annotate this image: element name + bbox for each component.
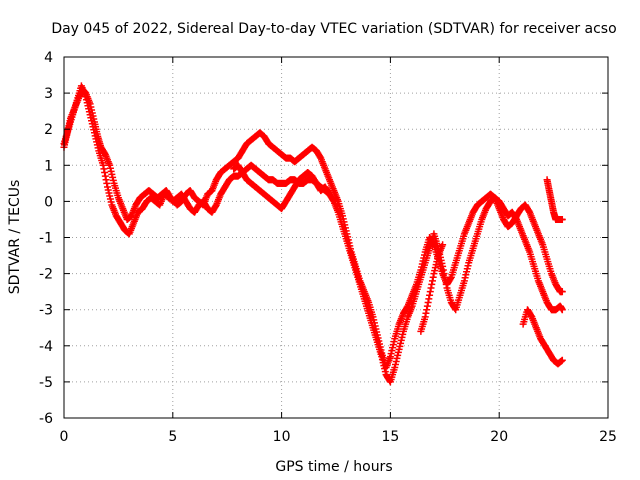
chart-title: Day 045 of 2022, Sidereal Day-to-day VTE… (51, 21, 616, 37)
data-point (558, 215, 566, 223)
y-axis-label: SDTVAR / TECUs (7, 180, 23, 295)
y-tick-label: -2 (39, 267, 53, 283)
data-point (558, 356, 566, 364)
data-series (417, 176, 566, 335)
y-tick-label: -4 (39, 339, 53, 355)
y-tick-label: -3 (39, 303, 53, 319)
y-tick-label: -1 (39, 231, 53, 247)
y-tick-label: -5 (39, 375, 53, 391)
data-point (325, 190, 333, 198)
tick-labels: 0 5 10 15 20 25 -6 -5 -4 -3 -2 -1 0 1 2 3 4 (39, 50, 617, 445)
x-tick-label: 5 (168, 429, 177, 445)
y-tick-label: 2 (44, 122, 53, 138)
y-tick-label: 3 (44, 86, 53, 102)
y-tick-label: 1 (44, 158, 53, 174)
x-tick-label: 15 (381, 429, 399, 445)
y-tick-label: 0 (44, 194, 53, 210)
x-tick-label: 20 (490, 429, 508, 445)
x-axis-label: GPS time / hours (275, 459, 392, 475)
data-series (60, 82, 566, 386)
y-tick-label: 4 (44, 50, 53, 66)
data-points (60, 82, 566, 386)
axis-ticks (63, 56, 609, 419)
data-point (558, 288, 566, 296)
y-tick-label: -6 (39, 411, 53, 427)
x-tick-label: 25 (599, 429, 617, 445)
x-tick-label: 0 (60, 429, 69, 445)
data-series (230, 161, 566, 368)
data-point (439, 241, 447, 249)
x-tick-label: 10 (273, 429, 291, 445)
data-point (558, 306, 566, 314)
